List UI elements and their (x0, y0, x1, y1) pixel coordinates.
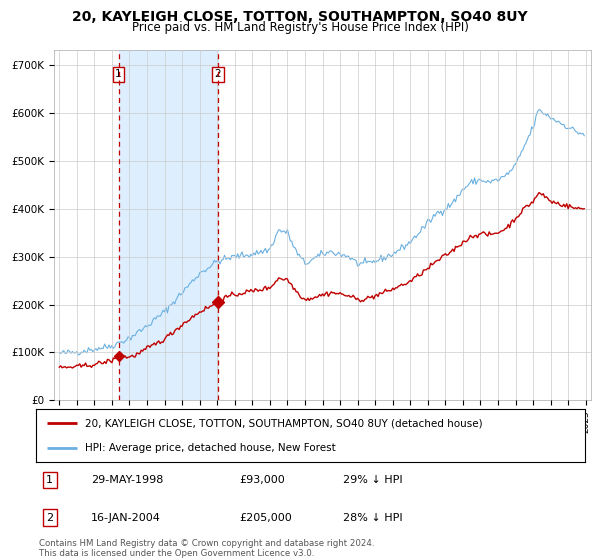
Text: Price paid vs. HM Land Registry's House Price Index (HPI): Price paid vs. HM Land Registry's House … (131, 21, 469, 34)
Text: 29-MAY-1998: 29-MAY-1998 (91, 475, 163, 485)
Text: HPI: Average price, detached house, New Forest: HPI: Average price, detached house, New … (85, 442, 336, 452)
Text: 2: 2 (215, 69, 221, 80)
Text: 29% ↓ HPI: 29% ↓ HPI (343, 475, 403, 485)
Text: 2: 2 (46, 513, 53, 522)
Text: £93,000: £93,000 (239, 475, 285, 485)
Bar (119, 50, 218, 400)
Text: 16-JAN-2004: 16-JAN-2004 (91, 513, 161, 522)
Text: 28% ↓ HPI: 28% ↓ HPI (343, 513, 403, 522)
Text: 20, KAYLEIGH CLOSE, TOTTON, SOUTHAMPTON, SO40 8UY (detached house): 20, KAYLEIGH CLOSE, TOTTON, SOUTHAMPTON,… (85, 418, 483, 428)
Text: 1: 1 (115, 69, 122, 80)
Text: 20, KAYLEIGH CLOSE, TOTTON, SOUTHAMPTON, SO40 8UY: 20, KAYLEIGH CLOSE, TOTTON, SOUTHAMPTON,… (72, 10, 528, 24)
Text: £205,000: £205,000 (239, 513, 292, 522)
Text: Contains HM Land Registry data © Crown copyright and database right 2024.
This d: Contains HM Land Registry data © Crown c… (39, 539, 374, 558)
Text: 1: 1 (46, 475, 53, 485)
